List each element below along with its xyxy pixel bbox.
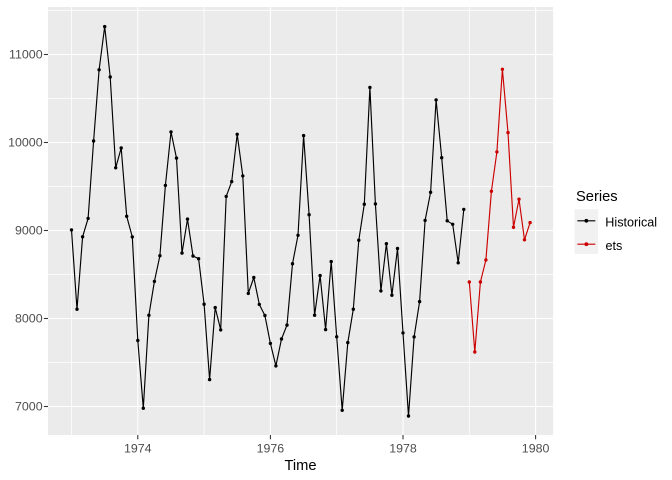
svg-text:1974: 1974 bbox=[124, 441, 152, 455]
svg-text:1980: 1980 bbox=[522, 441, 550, 455]
svg-text:9000: 9000 bbox=[15, 224, 43, 238]
svg-text:1978: 1978 bbox=[389, 441, 417, 455]
svg-text:11000: 11000 bbox=[9, 48, 43, 62]
svg-text:Time: Time bbox=[284, 458, 316, 474]
svg-text:ets: ets bbox=[606, 239, 623, 253]
svg-text:7000: 7000 bbox=[15, 400, 43, 414]
svg-text:10000: 10000 bbox=[8, 136, 43, 150]
svg-text:1976: 1976 bbox=[257, 441, 285, 455]
svg-text:8000: 8000 bbox=[15, 312, 43, 326]
svg-text:Series: Series bbox=[576, 189, 618, 205]
svg-text:Historical: Historical bbox=[605, 215, 657, 229]
